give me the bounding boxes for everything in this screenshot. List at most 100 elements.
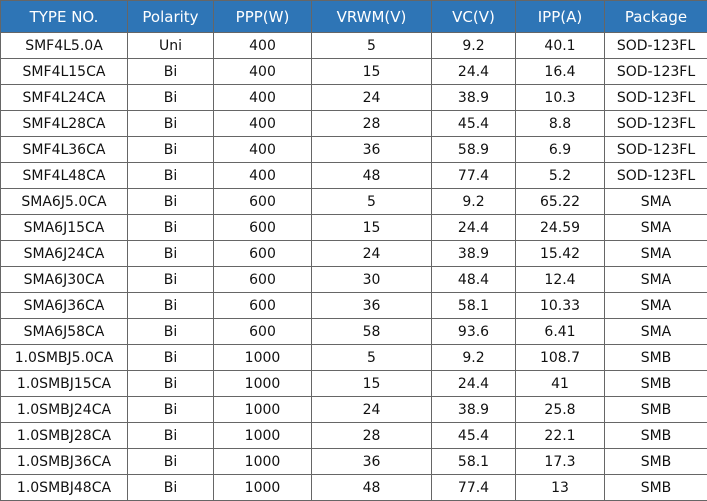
table-cell: 48 bbox=[312, 163, 432, 189]
table-cell: SMA6J30CA bbox=[1, 267, 128, 293]
table-cell: 400 bbox=[214, 163, 312, 189]
table-cell: SMA6J58CA bbox=[1, 319, 128, 345]
table-cell: 600 bbox=[214, 189, 312, 215]
table-cell: SMA bbox=[605, 215, 707, 241]
table-cell: Bi bbox=[128, 293, 214, 319]
table-cell: 12.4 bbox=[516, 267, 605, 293]
table-cell: SMB bbox=[605, 423, 707, 449]
table-cell: 400 bbox=[214, 85, 312, 111]
table-cell: SMA bbox=[605, 241, 707, 267]
header-cell: PPP(W) bbox=[214, 1, 312, 33]
table-cell: 1000 bbox=[214, 449, 312, 475]
table-cell: 9.2 bbox=[432, 345, 516, 371]
table-cell: 24 bbox=[312, 397, 432, 423]
header-cell: VC(V) bbox=[432, 1, 516, 33]
table-cell: SMF4L48CA bbox=[1, 163, 128, 189]
table-cell: 77.4 bbox=[432, 163, 516, 189]
table-cell: 24 bbox=[312, 241, 432, 267]
table-cell: 48 bbox=[312, 475, 432, 501]
table-cell: Bi bbox=[128, 267, 214, 293]
table-cell: Bi bbox=[128, 371, 214, 397]
table-cell: Bi bbox=[128, 397, 214, 423]
table-cell: Bi bbox=[128, 59, 214, 85]
table-cell: SMF4L36CA bbox=[1, 137, 128, 163]
table-cell: 108.7 bbox=[516, 345, 605, 371]
table-cell: 22.1 bbox=[516, 423, 605, 449]
table-cell: SMA6J5.0CA bbox=[1, 189, 128, 215]
table-cell: 28 bbox=[312, 111, 432, 137]
table-cell: 10.3 bbox=[516, 85, 605, 111]
table-cell: 400 bbox=[214, 33, 312, 59]
table-cell: 40.1 bbox=[516, 33, 605, 59]
table-cell: 1.0SMBJ15CA bbox=[1, 371, 128, 397]
table-cell: 65.22 bbox=[516, 189, 605, 215]
header-cell: VRWM(V) bbox=[312, 1, 432, 33]
table-cell: 15 bbox=[312, 59, 432, 85]
table-cell: 25.8 bbox=[516, 397, 605, 423]
table-cell: Bi bbox=[128, 111, 214, 137]
table-cell: Bi bbox=[128, 475, 214, 501]
table-cell: 17.3 bbox=[516, 449, 605, 475]
table-cell: 1.0SMBJ48CA bbox=[1, 475, 128, 501]
table-cell: SMA6J24CA bbox=[1, 241, 128, 267]
table-cell: SMA bbox=[605, 319, 707, 345]
table-cell: SMA bbox=[605, 189, 707, 215]
table-cell: 1.0SMBJ5.0CA bbox=[1, 345, 128, 371]
table-cell: 58.9 bbox=[432, 137, 516, 163]
table-cell: 16.4 bbox=[516, 59, 605, 85]
table-cell: 38.9 bbox=[432, 85, 516, 111]
table-cell: 400 bbox=[214, 137, 312, 163]
table-cell: Bi bbox=[128, 137, 214, 163]
table-cell: 15 bbox=[312, 215, 432, 241]
table-cell: Uni bbox=[128, 33, 214, 59]
table-cell: 6.9 bbox=[516, 137, 605, 163]
table-cell: SMA6J36CA bbox=[1, 293, 128, 319]
table-cell: 9.2 bbox=[432, 189, 516, 215]
table-cell: 77.4 bbox=[432, 475, 516, 501]
table-cell: 48.4 bbox=[432, 267, 516, 293]
table-cell: 5 bbox=[312, 33, 432, 59]
table-cell: 36 bbox=[312, 137, 432, 163]
table-cell: Bi bbox=[128, 241, 214, 267]
table-cell: 45.4 bbox=[432, 423, 516, 449]
table-cell: 6.41 bbox=[516, 319, 605, 345]
table-cell: SMF4L15CA bbox=[1, 59, 128, 85]
table-cell: 10.33 bbox=[516, 293, 605, 319]
table-cell: 38.9 bbox=[432, 397, 516, 423]
header-cell: TYPE NO. bbox=[1, 1, 128, 33]
table-cell: Bi bbox=[128, 345, 214, 371]
table-cell: Bi bbox=[128, 423, 214, 449]
table-cell: 9.2 bbox=[432, 33, 516, 59]
table-cell: SOD-123FL bbox=[605, 111, 707, 137]
table-cell: SMA bbox=[605, 293, 707, 319]
table-cell: 5.2 bbox=[516, 163, 605, 189]
table-cell: 30 bbox=[312, 267, 432, 293]
table-cell: 600 bbox=[214, 267, 312, 293]
table-cell: SMF4L5.0A bbox=[1, 33, 128, 59]
table-cell: Bi bbox=[128, 163, 214, 189]
table-cell: 93.6 bbox=[432, 319, 516, 345]
table-cell: 28 bbox=[312, 423, 432, 449]
table-cell: 24.4 bbox=[432, 59, 516, 85]
table-cell: SOD-123FL bbox=[605, 85, 707, 111]
table-cell: 1000 bbox=[214, 423, 312, 449]
table-cell: SOD-123FL bbox=[605, 137, 707, 163]
table-cell: 41 bbox=[516, 371, 605, 397]
table-cell: Bi bbox=[128, 215, 214, 241]
table-cell: 600 bbox=[214, 319, 312, 345]
header-cell: IPP(A) bbox=[516, 1, 605, 33]
header-cell: Package bbox=[605, 1, 707, 33]
